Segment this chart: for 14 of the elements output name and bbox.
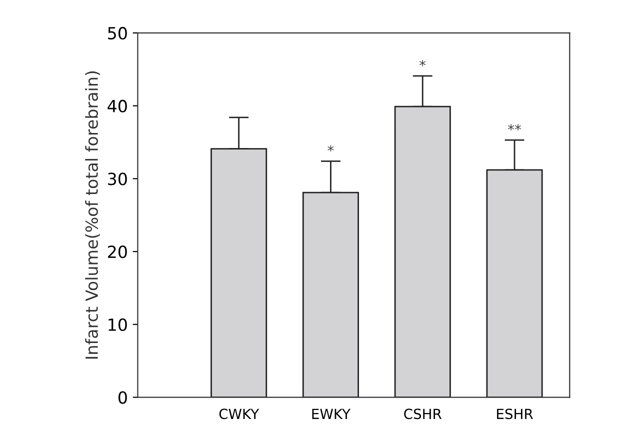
annotation: ** — [508, 124, 522, 130]
y-axis-title: Infarct Volume(%of total forebrain) — [85, 71, 100, 359]
x-tick-label: CSHR — [404, 408, 442, 420]
y-tick-label: 50 — [108, 26, 127, 40]
annotation: * — [328, 145, 334, 152]
x-tick-label: EWKY — [312, 408, 351, 419]
x-tick-label: ESHR — [497, 408, 533, 420]
y-tick-label: 10 — [108, 318, 127, 331]
annotation: * — [420, 60, 426, 66]
y-tick-label: 40 — [108, 100, 127, 112]
y-tick-label: 30 — [108, 172, 127, 186]
y-tick-label: 0 — [118, 391, 127, 404]
y-tick-label: 20 — [108, 246, 127, 258]
x-tick-label: CWKY — [219, 408, 260, 420]
